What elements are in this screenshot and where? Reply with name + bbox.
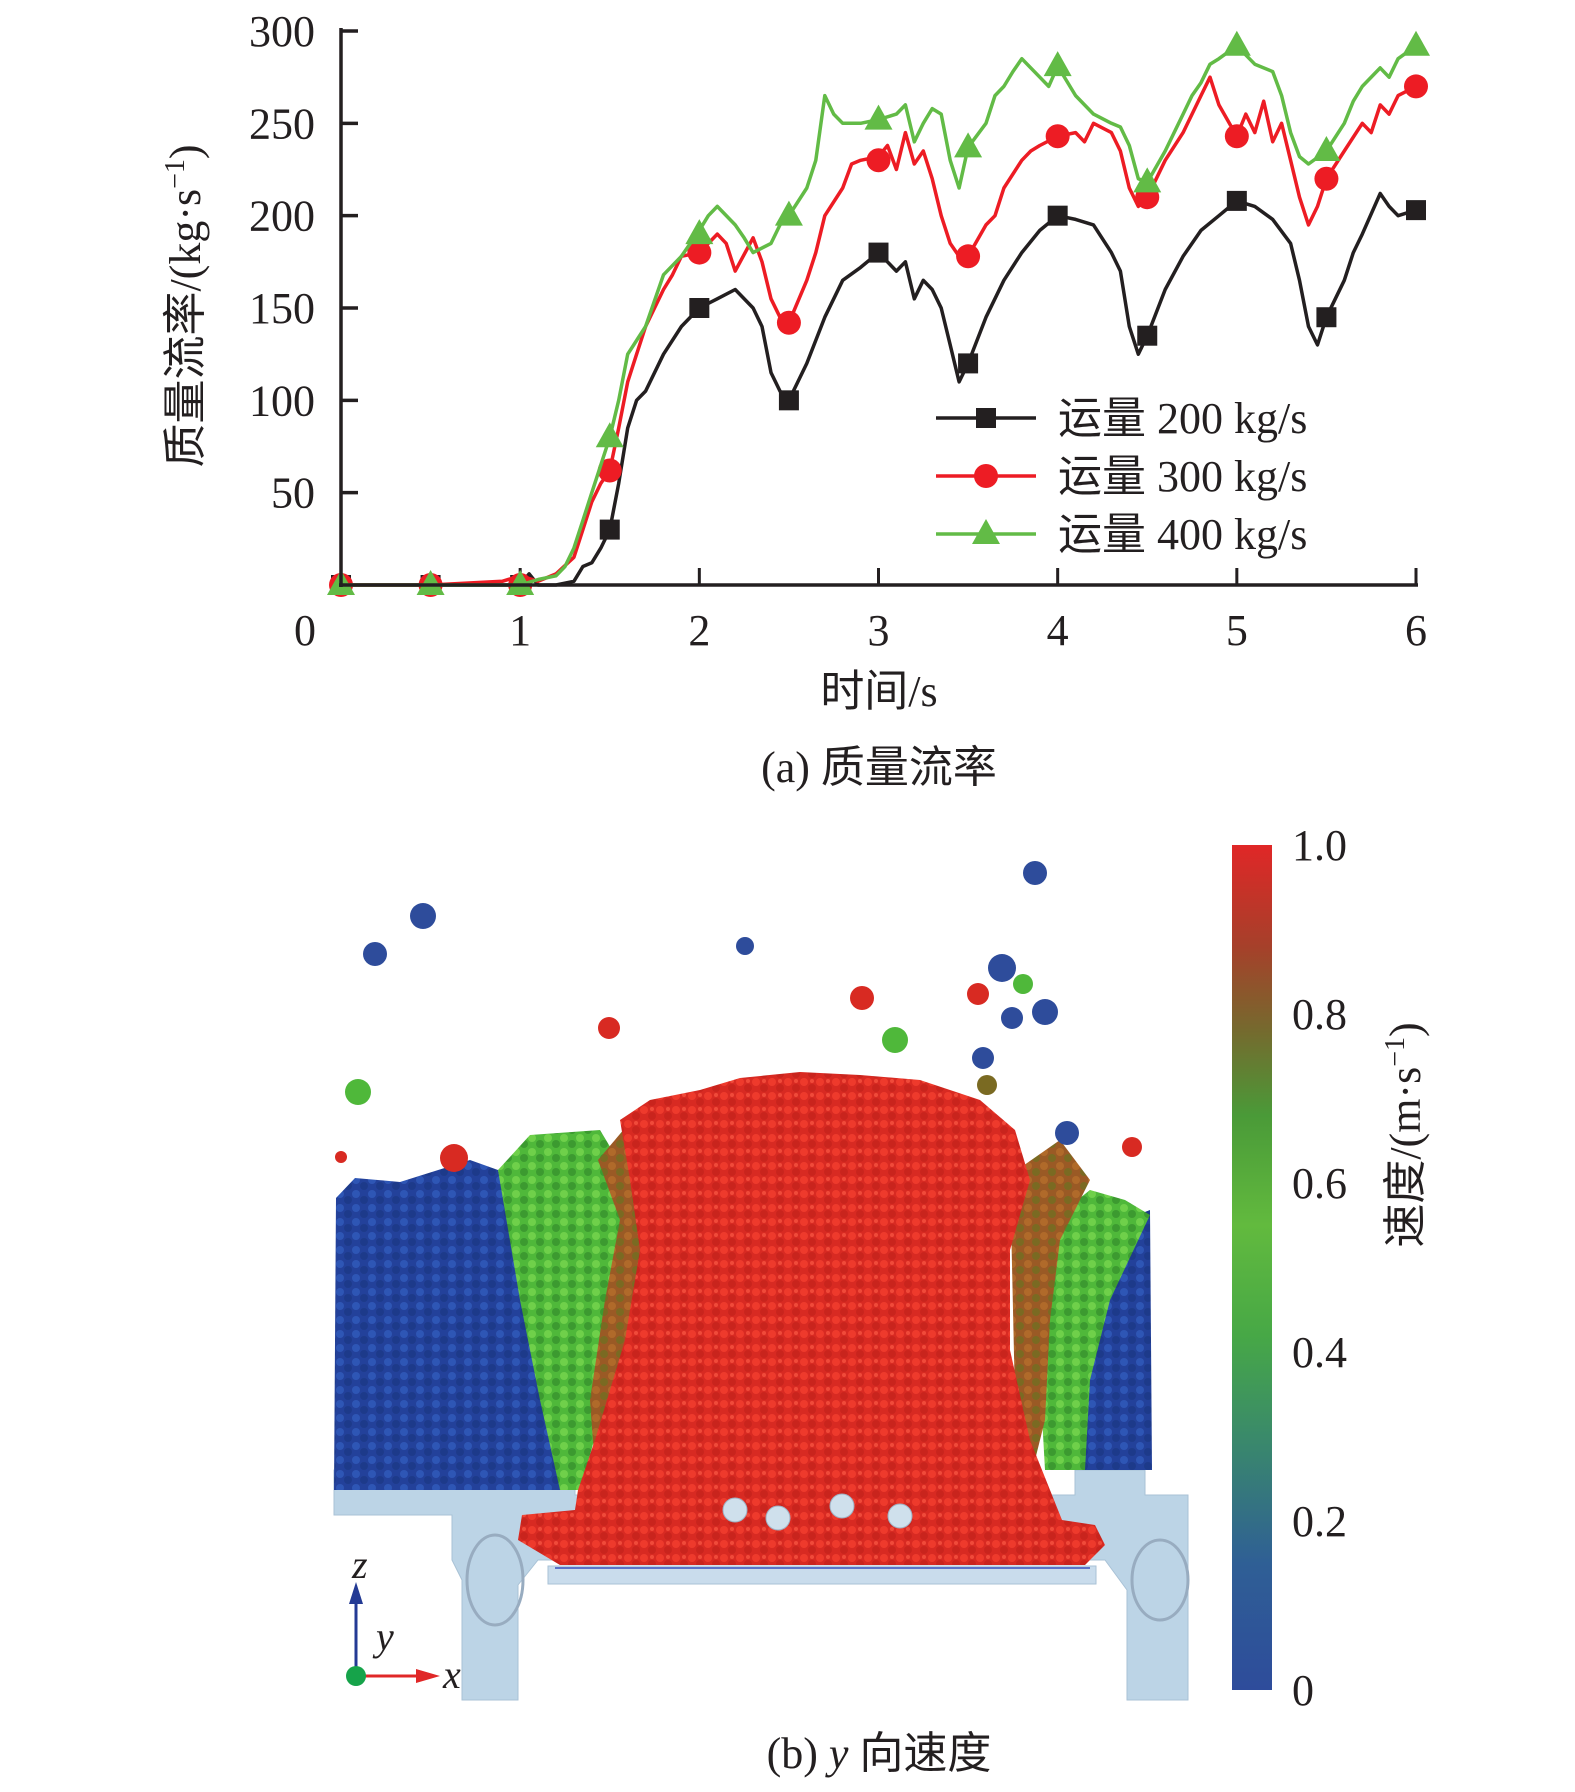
x-tick-label: 2 xyxy=(688,606,710,655)
colorbar-tick-label: 0.6 xyxy=(1292,1159,1347,1208)
data-point xyxy=(1222,30,1251,56)
legend-marker xyxy=(972,519,1000,544)
x-tick-label: 1 xyxy=(509,606,531,655)
data-point xyxy=(595,422,624,448)
legend-item: 运量 300 kg/s xyxy=(936,452,1307,501)
legend-label: 运量 300 kg/s xyxy=(1058,452,1307,501)
data-point xyxy=(1133,167,1162,193)
colorbar: 0 0.2 0.4 0.6 0.8 1.0 速度/(m·s−1) xyxy=(1232,821,1430,1715)
y-axis-ticks: 50 100 150 200 250 300 xyxy=(249,7,358,518)
data-point xyxy=(506,570,535,595)
x-tick-label: 0 xyxy=(294,606,316,655)
data-point xyxy=(685,219,714,245)
triad-y-label: y xyxy=(372,1614,394,1659)
series-layer xyxy=(327,30,1430,597)
colorbar-tick-labels: 0 0.2 0.4 0.6 0.8 1.0 xyxy=(1292,821,1347,1715)
caption-a: (a) 质量流率 xyxy=(761,743,997,792)
series-line xyxy=(341,191,1417,587)
x-axis-title: 时间/s xyxy=(820,667,937,716)
legend-item: 运量 200 kg/s xyxy=(936,394,1307,443)
legend-marker xyxy=(974,464,998,488)
data-point xyxy=(1224,124,1249,149)
y-tick-label: 300 xyxy=(249,7,315,56)
flying-particles xyxy=(335,861,1142,1172)
legend: 运量 200 kg/s 运量 300 kg/s 运量 400 kg/s xyxy=(936,394,1307,559)
data-point xyxy=(1314,166,1339,191)
data-point xyxy=(1047,205,1068,226)
legend-label: 运量 200 kg/s xyxy=(1058,394,1307,443)
data-point xyxy=(1312,136,1341,162)
series-3 xyxy=(327,30,1430,595)
data-point xyxy=(1043,51,1072,77)
colorbar-tick-label: 0.2 xyxy=(1292,1497,1347,1546)
data-point xyxy=(776,310,801,335)
legend-label: 运量 400 kg/s xyxy=(1058,510,1307,559)
series-line xyxy=(341,44,1418,587)
triad-z-label: z xyxy=(351,1542,368,1587)
y-axis-dot-icon xyxy=(346,1666,366,1686)
colorbar-tick-label: 0.8 xyxy=(1292,990,1347,1039)
x-axis-ticks: 0 1 2 3 4 5 6 xyxy=(294,568,1427,655)
outlet-holes xyxy=(722,1493,913,1531)
caption-b: (b) y 向速度 xyxy=(767,1729,992,1778)
x-tick-label: 4 xyxy=(1047,606,1069,655)
colorbar-tick-label: 0.4 xyxy=(1292,1328,1347,1377)
data-point xyxy=(1404,74,1428,99)
y-tick-label: 50 xyxy=(271,469,315,518)
legend-marker xyxy=(976,408,996,428)
support-rings xyxy=(465,1533,1190,1627)
data-point xyxy=(599,519,620,540)
series-2 xyxy=(329,74,1428,597)
particle-bed xyxy=(334,1072,1152,1565)
axes-triad: z y x xyxy=(346,1542,461,1697)
colorbar-title: 速度/(m·s−1) xyxy=(1380,1022,1430,1247)
data-point xyxy=(1402,30,1430,56)
data-point xyxy=(1226,190,1247,211)
y-tick-label: 200 xyxy=(249,192,315,241)
x-tick-label: 6 xyxy=(1405,606,1427,655)
x-tick-label: 3 xyxy=(868,606,890,655)
triad-x-label: x xyxy=(442,1652,461,1697)
data-point xyxy=(778,390,799,411)
y-axis-title: 质量流率/(kg·s−1) xyxy=(160,144,210,467)
data-point xyxy=(956,244,981,269)
data-point xyxy=(1137,325,1158,346)
legend-item: 运量 400 kg/s xyxy=(936,510,1307,559)
x-tick-label: 5 xyxy=(1226,606,1248,655)
y-tick-label: 100 xyxy=(249,376,315,425)
data-point xyxy=(774,200,803,226)
data-point xyxy=(687,240,712,265)
colorbar-tick-label: 0 xyxy=(1292,1666,1314,1715)
data-point xyxy=(689,298,710,318)
y-tick-label: 250 xyxy=(249,99,315,148)
data-point xyxy=(416,570,445,595)
data-point xyxy=(954,132,983,158)
data-point xyxy=(868,242,889,263)
data-point xyxy=(1045,124,1070,149)
velocity-simulation: z y x 0 0.2 0.4 0.6 0.8 1.0 速度/(m·s−1) (b) y … xyxy=(333,821,1430,1778)
data-point xyxy=(597,458,622,483)
data-point xyxy=(1406,200,1426,221)
y-tick-label: 150 xyxy=(249,284,315,333)
series-1 xyxy=(331,190,1426,595)
data-point xyxy=(866,148,891,173)
data-point xyxy=(958,353,979,374)
data-point xyxy=(1316,307,1337,328)
colorbar-tick-label: 1.0 xyxy=(1292,821,1347,870)
series-line xyxy=(341,75,1417,587)
data-point xyxy=(864,104,893,130)
colorbar-gradient xyxy=(1232,845,1272,1690)
